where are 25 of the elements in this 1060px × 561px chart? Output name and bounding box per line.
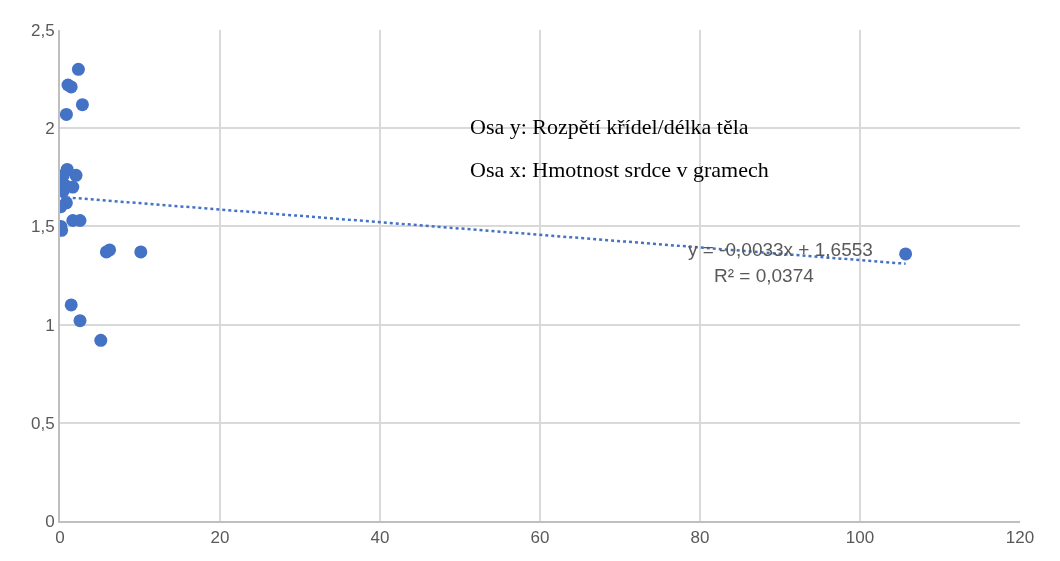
y-tick-label: 0,5 <box>30 413 55 433</box>
x-tick-label: 120 <box>1005 528 1035 548</box>
annotation: Osa x: Hmotnost srdce v gramech <box>470 157 769 182</box>
point <box>69 168 83 182</box>
annotation: Osa y: Rozpětí křídel/délka těla <box>470 114 749 139</box>
x-tick-label: 60 <box>530 528 550 548</box>
point <box>134 245 148 259</box>
x-tick-label: 100 <box>845 528 875 548</box>
x-tick-label: 20 <box>210 528 230 548</box>
point <box>103 243 117 257</box>
x-tick-label: 40 <box>370 528 390 548</box>
y-tick-label: 2 <box>45 119 55 139</box>
point <box>60 107 73 121</box>
annotation: R² = 0,0374 <box>714 265 815 286</box>
point <box>73 314 87 328</box>
y-tick-label: 1,5 <box>30 217 55 237</box>
x-tick-label: 80 <box>690 528 710 548</box>
point <box>71 62 85 76</box>
point <box>94 333 108 347</box>
y-tick-label: 0 <box>45 511 55 531</box>
point <box>899 247 913 261</box>
y-tick-label: 1 <box>45 315 55 335</box>
point <box>64 298 78 312</box>
y-tick-label: 2,5 <box>30 20 55 40</box>
point <box>75 98 89 112</box>
